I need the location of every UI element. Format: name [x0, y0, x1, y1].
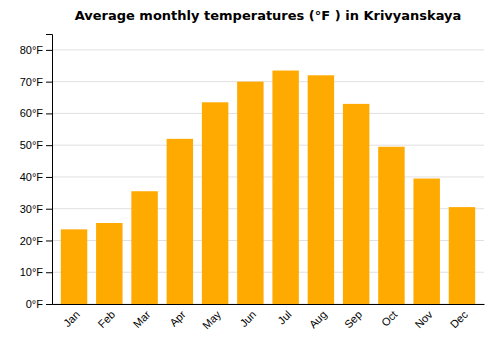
- y-tick-label: 50°F: [20, 139, 44, 151]
- bar: [96, 223, 122, 304]
- bar: [413, 179, 439, 304]
- x-tick-label: Nov: [412, 308, 435, 331]
- bar: [378, 147, 404, 304]
- bar: [131, 191, 157, 304]
- grid-line: [52, 49, 484, 50]
- y-tick-label: 60°F: [20, 107, 44, 119]
- x-tick-label: Oct: [379, 308, 400, 329]
- bar: [61, 229, 87, 304]
- grid: [52, 50, 484, 304]
- x-tick: Mar: [131, 304, 153, 330]
- x-tick: Jul: [275, 304, 293, 327]
- y-tick-mark: [46, 113, 52, 114]
- y-tick: 40°F: [20, 171, 52, 183]
- x-tick-label: Feb: [95, 308, 117, 330]
- y-tick-label: 30°F: [20, 203, 44, 215]
- x-tick: May: [200, 304, 224, 331]
- bar: [237, 82, 263, 304]
- x-tick: Oct: [379, 304, 400, 329]
- x-tick: Jan: [61, 304, 82, 329]
- y-tick-label: 20°F: [20, 234, 44, 246]
- y-tick-label: 70°F: [20, 76, 44, 88]
- grid-line: [52, 81, 484, 82]
- y-tick-mark: [46, 177, 52, 178]
- y-tick: 30°F: [20, 203, 52, 215]
- x-tick: Apr: [167, 304, 188, 329]
- x-tick-label: Jan: [61, 308, 82, 329]
- y-tick: 80°F: [20, 44, 52, 56]
- x-axis: Jan Feb Mar Apr May Jun Jul Aug Sep Oct Nov Dec: [53, 304, 485, 331]
- x-tick: Sep: [342, 304, 364, 331]
- y-tick-mark: [46, 82, 52, 83]
- y-tick-label: 40°F: [20, 171, 44, 183]
- y-tick-label: 0°F: [26, 298, 44, 310]
- y-tick-mark: [46, 50, 52, 51]
- chart: 0°F 10°F 20°F 30°F 40°F 50°F 60°F 70°F 80°F Jan Fe…: [0, 0, 500, 350]
- x-axis-line: [53, 304, 485, 305]
- y-tick: 60°F: [20, 107, 52, 119]
- bar: [167, 139, 193, 304]
- y-tick-mark: [46, 240, 52, 241]
- x-tick: Nov: [412, 304, 435, 330]
- y-axis: 0°F 10°F 20°F 30°F 40°F 50°F 60°F 70°F 80°F: [20, 35, 53, 311]
- y-tick-label: 80°F: [20, 44, 44, 56]
- bar: [202, 102, 228, 304]
- x-tick-label: Sep: [342, 308, 364, 330]
- x-tick: Jun: [237, 304, 258, 329]
- y-tick: 10°F: [20, 266, 52, 278]
- y-tick-mark: [46, 272, 52, 273]
- y-tick: 70°F: [20, 76, 52, 88]
- y-tick-label: 10°F: [20, 266, 44, 278]
- grid-line: [52, 145, 484, 146]
- title: Average monthly temperatures (°F ) in Kr…: [75, 8, 462, 23]
- y-axis-line: [46, 35, 53, 305]
- x-tick: Dec: [448, 304, 471, 330]
- grid-line: [52, 113, 484, 114]
- x-tick-label: Dec: [448, 308, 471, 331]
- plot: 0°F 10°F 20°F 30°F 40°F 50°F 60°F 70°F 80°F Jan Fe…: [20, 35, 485, 332]
- y-tick: 50°F: [20, 139, 52, 151]
- y-tick-mark: [46, 145, 52, 146]
- x-tick-label: Apr: [167, 308, 188, 329]
- bar: [343, 104, 369, 304]
- bar: [449, 207, 475, 304]
- x-tick-label: May: [200, 308, 224, 332]
- bar: [272, 71, 298, 304]
- x-tick-label: Jun: [237, 308, 258, 329]
- x-tick-label: Mar: [131, 308, 153, 330]
- y-tick: 0°F: [26, 298, 52, 310]
- x-tick: Aug: [307, 304, 329, 331]
- x-tick-label: Aug: [307, 308, 329, 330]
- y-tick: 20°F: [20, 234, 52, 246]
- bar: [308, 75, 334, 304]
- y-tick-mark: [46, 304, 52, 305]
- grid-line: [52, 176, 484, 177]
- x-tick: Feb: [95, 304, 117, 330]
- x-tick-label: Jul: [275, 308, 293, 326]
- bars: [61, 71, 475, 304]
- y-tick-mark: [46, 209, 52, 210]
